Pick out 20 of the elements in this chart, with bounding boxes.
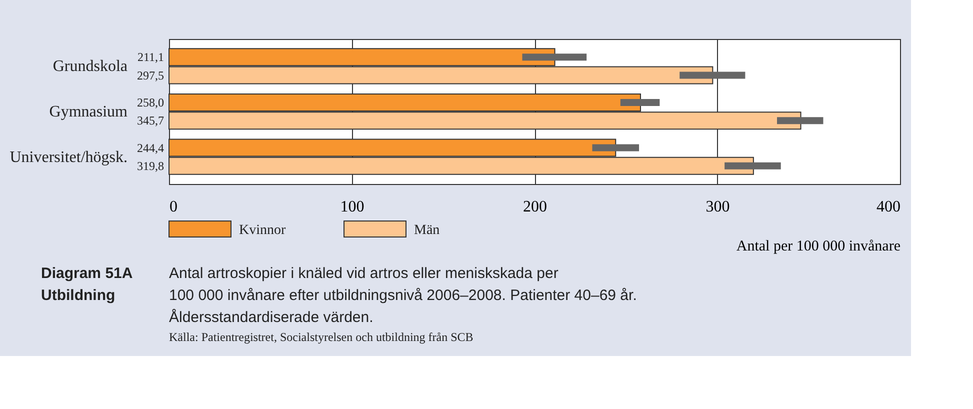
data-label: 211,1 <box>137 50 164 64</box>
x-tick-label: 0 <box>170 198 178 216</box>
x-tick-label: 200 <box>523 198 547 216</box>
data-label: 319,8 <box>137 158 164 173</box>
data-label: 258,0 <box>137 95 164 110</box>
y-tick-label: Grundskola <box>52 58 128 76</box>
data-label: 345,7 <box>137 114 164 128</box>
legend-label: Män <box>414 223 440 238</box>
data-label: 297,5 <box>137 68 164 82</box>
text: Källa: Patientregistret, Socialstyrelsen och utbildning från SCB <box>169 330 474 344</box>
text: Diagram 51A Utbildning <box>41 265 133 304</box>
legend-label: Kvinnor <box>239 223 286 238</box>
x-tick-label: 400 <box>876 198 900 216</box>
text: Antal artroskopier i knäled vid artros eller meniskskada per 100 000 invånare efter utbildningsnivå 2006–2008. Patienter 40–69 år. Åldersstandardiserade värden. <box>169 265 637 326</box>
x-tick-label: 300 <box>706 198 730 216</box>
x-axis-title: Antal per 100 000 invånare <box>736 238 901 254</box>
y-tick-label: Universitet/högsk. <box>10 148 128 166</box>
y-tick-label: Gymnasium <box>49 104 128 120</box>
x-tick-label: 100 <box>340 198 364 216</box>
data-label: 244,4 <box>137 140 164 155</box>
